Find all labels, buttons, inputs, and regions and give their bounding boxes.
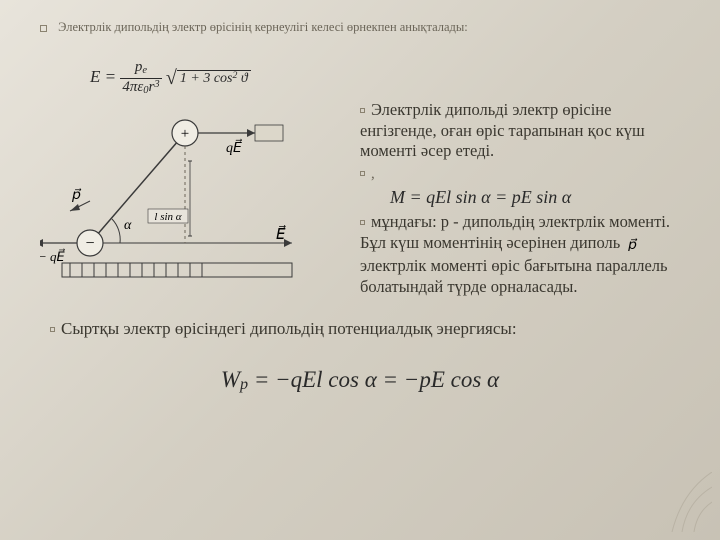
svg-text:p⃗: p⃗ [71, 188, 82, 203]
header-label: Электрлік дипольдің электр өрісінің керн… [58, 20, 468, 34]
bullet-icon [360, 108, 365, 113]
svg-text:l sin α: l sin α [154, 211, 181, 223]
bullet-icon [360, 220, 365, 225]
formula-moment: M = qEl sin α = pE sin α [390, 187, 690, 208]
potential-energy-text: Сыртқы электр өрісіндегі дипольдің потен… [50, 319, 690, 339]
paragraph-explanation: мұндағы: p - дипольдің электрлік моменті… [360, 212, 690, 298]
bullet-icon [50, 327, 55, 332]
p-vector-icon: p⃗ [624, 236, 642, 257]
formula-potential-energy: Wp = −qEl cos α = −pE cos α [30, 367, 690, 394]
bullet-icon [40, 25, 47, 32]
svg-text:α: α [124, 218, 132, 233]
left-column: E = pe 4πε0r3 1 + 3 cos2 ϑ [30, 60, 340, 301]
svg-text:E⃗: E⃗ [276, 224, 286, 243]
bullet-icon [360, 171, 365, 176]
corner-decoration-icon [652, 472, 712, 532]
formula-field-strength: E = pe 4πε0r3 1 + 3 cos2 ϑ [90, 60, 340, 96]
svg-text:−: − [85, 235, 94, 252]
dipole-diagram: E⃗ − + qE⃗ [40, 111, 320, 301]
svg-text:p⃗: p⃗ [627, 238, 638, 251]
svg-text:qE⃗: qE⃗ [226, 138, 242, 156]
svg-text:+: + [181, 126, 189, 142]
comma-line: , [360, 166, 690, 183]
paragraph-moment-intro: Электрлік дипольді электр өрісіне енгізг… [360, 100, 690, 162]
svg-text:− qE⃗: − qE⃗ [40, 249, 66, 264]
right-column: Электрлік дипольді электр өрісіне енгізг… [360, 60, 690, 301]
header-text: Электрлік дипольдің электр өрісінің керн… [40, 20, 690, 35]
